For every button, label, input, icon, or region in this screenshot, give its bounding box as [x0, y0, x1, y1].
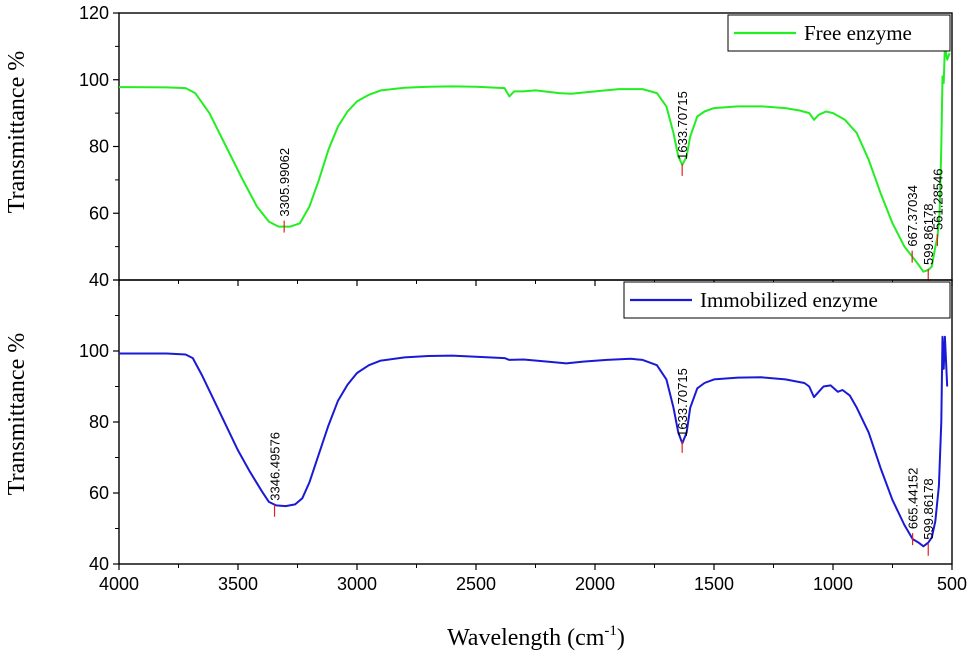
- x-tick-label: 1500: [694, 574, 734, 594]
- y-tick-label: 60: [89, 483, 109, 503]
- x-tick-label: 4000: [99, 574, 139, 594]
- y-axis-title-bottom: Transmittance %: [4, 333, 30, 495]
- x-tick-label: 2500: [456, 574, 496, 594]
- y-axis-title-top: Transmittance %: [4, 51, 30, 213]
- plot-frame: [118, 279, 953, 565]
- x-axis-title: Wavelength (cm-1): [447, 623, 625, 651]
- peak-label: 667.37034: [905, 185, 920, 246]
- y-tick-label: 40: [89, 270, 109, 290]
- y-tick-label: 40: [89, 554, 109, 574]
- x-tick-label: 1000: [813, 574, 853, 594]
- y-tick-label: 120: [79, 3, 109, 23]
- y-tick-label: 80: [89, 137, 109, 157]
- peak-label: 3305.99062: [277, 148, 292, 217]
- peak-label: 599.86178: [921, 204, 936, 265]
- x-tick-label: 3000: [337, 574, 377, 594]
- peak-label: 665.44152: [906, 468, 921, 529]
- series-line-1: [118, 45, 951, 273]
- x-tick-label: 500: [937, 574, 967, 594]
- peak-label: 1633.70715: [675, 91, 690, 160]
- legend-label: Immobilized enzyme: [700, 288, 878, 312]
- peak-label: 599.86178: [921, 478, 936, 539]
- y-tick-label: 100: [79, 341, 109, 361]
- legend-label: Free enzyme: [804, 21, 912, 45]
- y-tick-label: 100: [79, 70, 109, 90]
- x-axis-title-main: Wavelength (cm: [447, 625, 605, 651]
- x-tick-label: 3500: [218, 574, 258, 594]
- series-line-2: [119, 335, 949, 548]
- x-axis-title-sup: -1: [604, 623, 617, 639]
- y-tick-label: 80: [89, 412, 109, 432]
- peak-label: 1633.70715: [675, 368, 690, 437]
- x-tick-label: 2000: [575, 574, 615, 594]
- peak-label: 3346.49576: [268, 432, 283, 501]
- x-axis-title-close: ): [617, 625, 625, 651]
- panel-1: 40 60 80 100 120 3305.99062 1633.70715 667.3703…: [79, 3, 953, 290]
- y-tick-label: 60: [89, 203, 109, 223]
- peak-label: 561.28546: [930, 168, 945, 229]
- panel-2: 40 60 80 100 4000 3500 3000 2500 2000 1500 1000 500…: [79, 279, 967, 594]
- plot-frame: [118, 12, 953, 281]
